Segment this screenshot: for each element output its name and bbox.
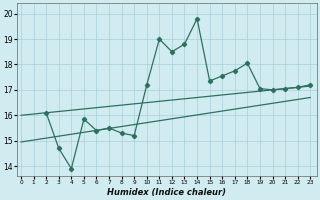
X-axis label: Humidex (Indice chaleur): Humidex (Indice chaleur) [108, 188, 226, 197]
